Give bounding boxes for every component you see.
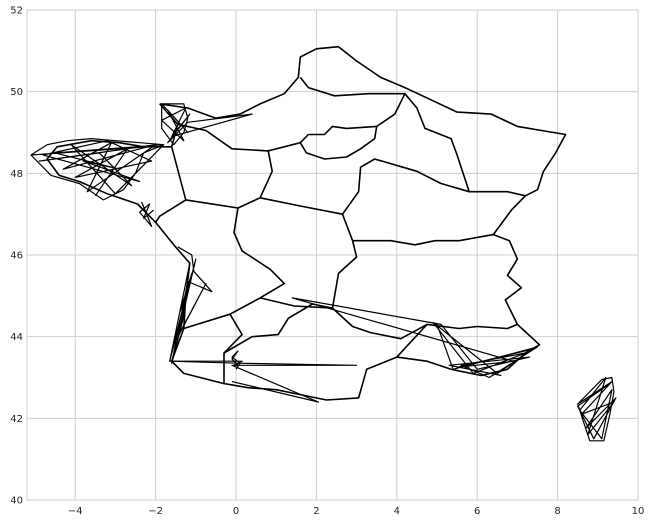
route-cluster-line (139, 201, 154, 227)
region-boundary-line (396, 323, 428, 358)
x-tick-label: 4 (394, 506, 400, 517)
region-boundary-line (352, 233, 494, 246)
y-axis-ticks: 40 42 44 46 48 50 52 (10, 6, 23, 507)
y-tick-label: 40 (10, 496, 23, 507)
region-boundary-line (404, 93, 470, 192)
region-boundaries (46, 45, 567, 401)
x-tick-label: −2 (148, 506, 163, 517)
x-tick-label: 10 (632, 506, 645, 517)
route-cluster-line (577, 376, 617, 442)
route-cluster-line (161, 103, 253, 146)
y-tick-label: 42 (10, 414, 23, 425)
region-boundary-line (183, 313, 231, 330)
x-tick-label: 2 (313, 506, 319, 517)
route-cluster-line (30, 138, 165, 201)
route-clusters (30, 103, 617, 442)
region-boundary-line (170, 146, 274, 209)
y-tick-label: 52 (10, 6, 23, 17)
y-tick-label: 46 (10, 251, 23, 262)
route-cluster-line (231, 350, 241, 370)
x-tick-label: −4 (68, 506, 83, 517)
x-axis-ticks: −4 −2 0 2 4 6 8 10 (68, 506, 645, 517)
region-boundary-line (299, 76, 406, 128)
region-boundary-line (154, 199, 187, 223)
route-cluster-line (291, 297, 539, 379)
region-boundary-line (223, 207, 286, 384)
y-tick-label: 48 (10, 169, 23, 180)
grid (27, 9, 639, 501)
x-tick-label: 0 (233, 506, 239, 517)
y-tick-label: 50 (10, 87, 23, 98)
region-boundary-line (299, 125, 378, 160)
route-cluster-line (169, 360, 358, 403)
x-tick-label: 6 (474, 506, 480, 517)
x-tick-label: 8 (554, 506, 560, 517)
region-boundary-line (341, 158, 526, 215)
region-boundary-line (177, 123, 301, 152)
route-cluster-line (169, 246, 243, 366)
y-tick-label: 44 (10, 332, 23, 343)
